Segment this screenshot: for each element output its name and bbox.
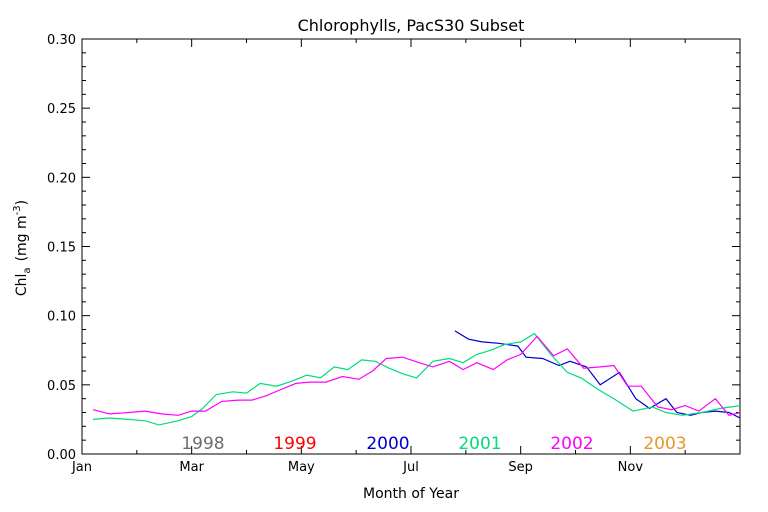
- x-tick-label: Sep: [508, 460, 533, 475]
- series-line-2001: [92, 332, 741, 426]
- y-axis-title: Chla (mg m-3): [12, 200, 33, 296]
- y-axis-title-unit-exponent: -3: [12, 205, 23, 215]
- legend-label-2002: 2002: [550, 434, 593, 454]
- y-axis-ticks: 0.00 0.05 0.10 0.15 0.20 0.25 0.30: [47, 33, 740, 463]
- x-tick-label: Nov: [618, 460, 644, 475]
- series-line-2002: [92, 335, 741, 416]
- y-axis-title-main: Chl: [14, 274, 30, 297]
- series-lines: [92, 330, 741, 426]
- legend-label-1998: 1998: [181, 434, 224, 454]
- legend-label-1999: 1999: [273, 434, 316, 454]
- legend-label-2000: 2000: [366, 434, 409, 454]
- legend-label-2003: 2003: [643, 434, 686, 454]
- y-tick-label: 0.25: [47, 102, 76, 117]
- legend-label-2001: 2001: [458, 434, 501, 454]
- y-tick-label: 0.30: [47, 33, 76, 48]
- x-tick-label: Jul: [402, 460, 419, 475]
- y-tick-label: 0.15: [47, 241, 76, 256]
- y-tick-label: 0.05: [47, 379, 76, 394]
- y-axis-title-unit-close: ): [14, 200, 30, 205]
- legend: 1998 1999 2000 2001 2002 2003: [181, 434, 686, 454]
- plot-frame: [81, 38, 741, 455]
- series-line-2000: [454, 330, 741, 419]
- chart-title: Chlorophylls, PacS30 Subset: [298, 16, 525, 35]
- y-tick-label: 0.10: [47, 310, 76, 325]
- y-axis-title-subscript: a: [22, 267, 33, 273]
- x-tick-label: Jan: [71, 460, 92, 475]
- y-tick-label: 0.00: [47, 448, 76, 463]
- x-axis-title: Month of Year: [363, 486, 459, 502]
- x-tick-label: May: [288, 460, 315, 475]
- y-tick-label: 0.20: [47, 171, 76, 186]
- x-tick-label: Mar: [179, 460, 204, 475]
- y-axis-title-unit-open: (mg m: [14, 215, 30, 261]
- x-axis-ticks: Jan Mar May Jul Sep Nov: [71, 39, 686, 475]
